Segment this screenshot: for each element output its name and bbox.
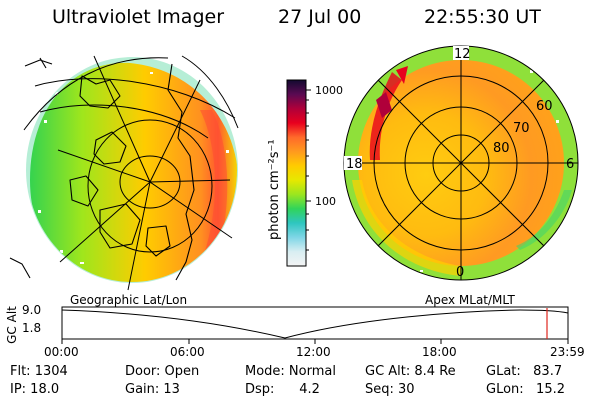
colorbar: 1000 100 photon cm⁻²s⁻¹: [267, 79, 343, 267]
mlt-label-12: 12: [454, 47, 471, 62]
seq-value: Seq: 30: [365, 382, 415, 397]
x-tick-0000: 00:00: [44, 345, 79, 359]
alt-tick-1-8: 1.8: [22, 321, 42, 335]
door-status: Door: Open: [125, 364, 200, 379]
instrument-title: Ultraviolet Imager: [52, 6, 225, 28]
altitude-curve: [61, 309, 569, 339]
alt-tick-9: 9.0: [22, 303, 42, 317]
geographic-label: Geographic Lat/Lon: [70, 293, 188, 307]
x-tick-0600: 06:00: [170, 345, 205, 359]
ip-value: IP: 18.0: [10, 382, 60, 397]
dsp-value: Dsp: 4.2: [245, 382, 320, 397]
mode-value: Mode: Normal: [245, 364, 336, 379]
colorbar-tick-1000: 1000: [315, 84, 343, 97]
altitude-plot: [61, 306, 569, 344]
geographic-map: [9, 55, 239, 291]
x-tick-1200: 12:00: [296, 345, 331, 359]
glon-value: GLon: 15.2: [486, 382, 566, 397]
mlt-label-6: 6: [566, 157, 574, 172]
image-panels: 1000 100 photon cm⁻²s⁻¹: [9, 45, 579, 291]
date-label: 27 Jul 00: [278, 6, 362, 28]
mlt-label-18: 18: [346, 157, 363, 172]
x-tick-1800: 18:00: [422, 345, 457, 359]
mlat-label-80: 80: [493, 141, 510, 156]
time-label: 22:55:30 UT: [424, 6, 541, 28]
magnetic-map: 12 18 6 0 60 70 80: [343, 45, 579, 281]
gain-value: Gain: 13: [125, 382, 180, 397]
mlat-label-70: 70: [513, 121, 530, 136]
gc-alt-value: GC Alt: 8.4 Re: [365, 364, 456, 379]
colorbar-unit-label: photon cm⁻²s⁻¹: [267, 139, 282, 240]
flight-number: Flt: 1304: [10, 364, 68, 379]
apex-label: Apex MLat/MLT: [425, 293, 515, 307]
glat-value: GLat: 83.7: [486, 364, 563, 379]
x-tick-2359: 23:59: [550, 345, 585, 359]
mlat-label-60: 60: [536, 99, 553, 114]
colorbar-tick-100: 100: [315, 195, 336, 208]
mlt-label-0: 0: [456, 265, 464, 280]
